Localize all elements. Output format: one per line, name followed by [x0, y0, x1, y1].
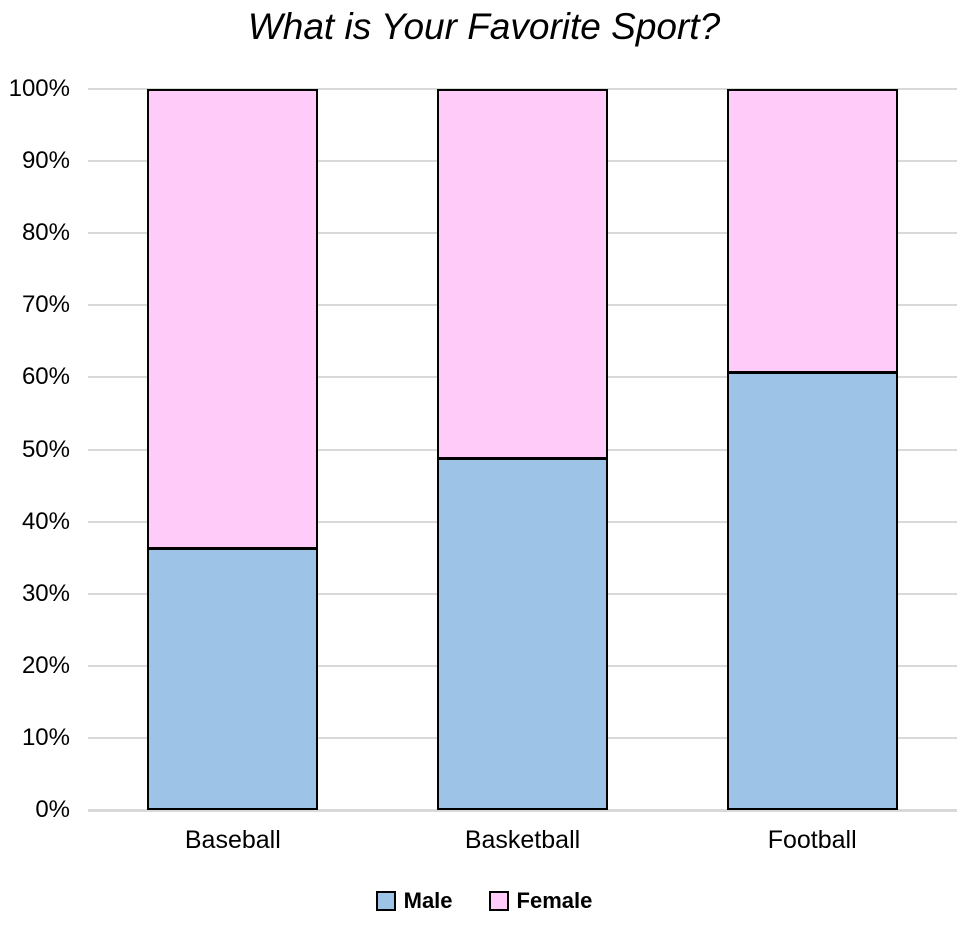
- bar-slot-football: [667, 89, 957, 810]
- y-tick-label: 10%: [21, 723, 70, 751]
- legend-swatch-female: [488, 891, 509, 911]
- bar-basketball: [437, 89, 608, 810]
- bar-segment-male-baseball: [149, 549, 317, 808]
- legend: Male Female: [0, 888, 968, 914]
- y-tick-label: 50%: [21, 435, 70, 463]
- bar-baseball: [147, 89, 319, 810]
- bar-segment-female-baseball: [149, 91, 317, 550]
- plot-area: [88, 88, 957, 812]
- bar-slot-basketball: [378, 89, 668, 810]
- y-tick-label: 20%: [21, 651, 70, 679]
- y-tick-label: 100%: [8, 75, 70, 102]
- y-tick-label: 80%: [21, 219, 70, 247]
- x-axis-label-baseball: Baseball: [184, 826, 281, 854]
- bars: [88, 89, 957, 810]
- bar-football: [726, 89, 898, 810]
- y-tick-label: 0%: [35, 796, 70, 823]
- legend-label-female: Female: [516, 888, 593, 913]
- y-tick-label: 40%: [21, 507, 70, 535]
- y-axis-ticks: 0% 10% 20% 30% 40% 50% 60% 70% 80% 90% 100%: [0, 77, 70, 822]
- x-axis-label-basketball: Basketball: [464, 826, 581, 854]
- bar-segment-male-basketball: [439, 460, 606, 808]
- x-axis-line: [88, 809, 957, 812]
- legend-label-male: Male: [403, 888, 453, 913]
- x-axis-label-football: Football: [767, 826, 857, 854]
- y-tick-label: 90%: [21, 147, 70, 175]
- y-tick-label: 70%: [21, 291, 70, 319]
- chart-title: What is Your Favorite Sport?: [247, 6, 721, 47]
- legend-swatch-male: [375, 891, 396, 911]
- legend-item-male: Male: [375, 888, 453, 914]
- legend-item-female: Female: [488, 888, 593, 914]
- x-axis-labels: Baseball Basketball Football: [88, 826, 957, 855]
- bar-segment-male-football: [728, 374, 896, 808]
- bar-slot-baseball: [88, 89, 378, 810]
- bar-segment-female-football: [728, 91, 896, 375]
- y-tick-label: 30%: [21, 579, 70, 607]
- y-tick-label: 60%: [21, 363, 70, 391]
- bar-segment-female-basketball: [439, 91, 606, 461]
